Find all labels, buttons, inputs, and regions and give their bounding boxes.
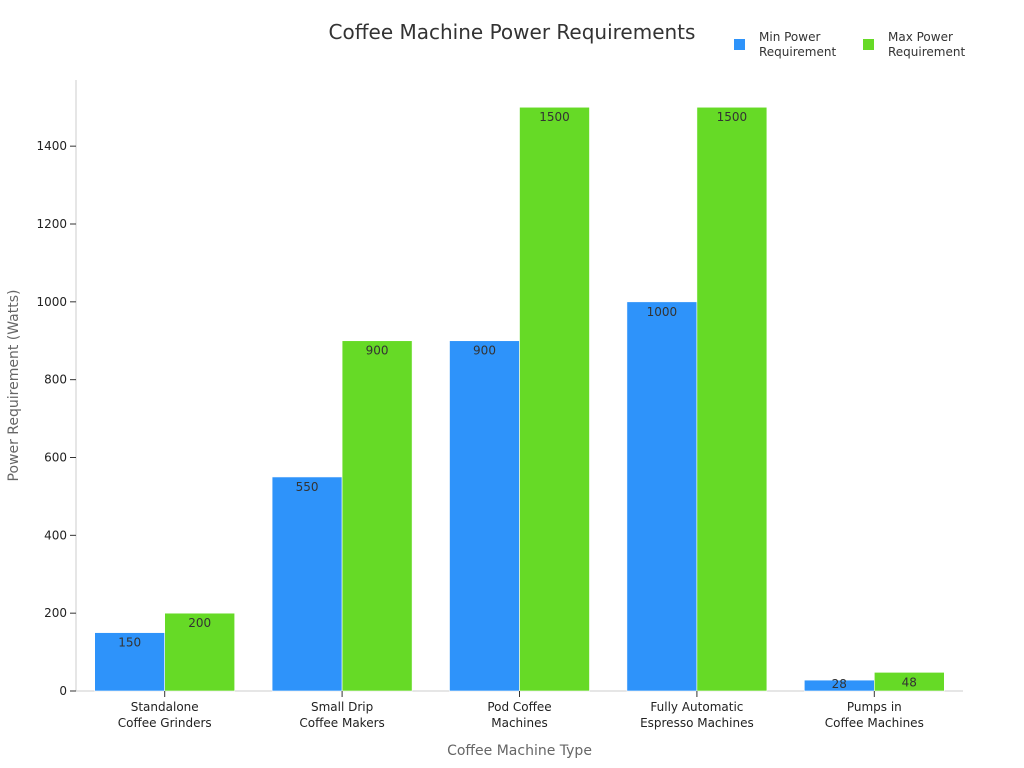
legend-swatch-min bbox=[734, 39, 745, 50]
legend-item-max[interactable]: Max Power Requirement bbox=[863, 30, 974, 60]
bar-max bbox=[696, 106, 768, 692]
bar-value-label: 28 bbox=[832, 677, 847, 691]
x-tick-label: Pumps in bbox=[847, 700, 902, 714]
bar-value-label: 150 bbox=[118, 636, 141, 650]
legend-label-min: Min Power Requirement bbox=[759, 30, 837, 59]
bar-value-label: 1500 bbox=[717, 110, 748, 124]
bar-max bbox=[164, 612, 235, 692]
bar-value-label: 1500 bbox=[539, 110, 570, 124]
y-tick-label: 0 bbox=[59, 684, 67, 698]
x-tick-label: Fully Automatic bbox=[650, 700, 743, 714]
y-tick-label: 1200 bbox=[36, 217, 67, 231]
bar-value-label: 900 bbox=[473, 344, 496, 358]
bar-value-label: 1000 bbox=[647, 305, 678, 319]
bar-min bbox=[271, 476, 343, 692]
bar-value-label: 900 bbox=[366, 344, 389, 358]
legend-label-max: Max Power Requirement bbox=[888, 30, 966, 59]
x-tick-label: Small Drip bbox=[311, 700, 373, 714]
y-axis-title: Power Requirement (Watts) bbox=[6, 290, 22, 482]
chart-title: Coffee Machine Power Requirements bbox=[328, 20, 696, 44]
x-tick-label: Coffee Grinders bbox=[118, 716, 212, 730]
bar-max bbox=[341, 340, 413, 692]
bar-value-label: 200 bbox=[188, 616, 211, 630]
y-tick-label: 400 bbox=[44, 528, 67, 542]
legend-swatch-max bbox=[863, 39, 874, 50]
y-tick-label: 200 bbox=[44, 606, 67, 620]
x-tick-label: Coffee Makers bbox=[299, 716, 384, 730]
x-tick-label: Pod Coffee bbox=[487, 700, 551, 714]
x-tick-label: Coffee Machines bbox=[825, 716, 924, 730]
bar-value-label: 48 bbox=[902, 675, 917, 689]
y-tick-label: 600 bbox=[44, 450, 67, 464]
x-tick-label: Standalone bbox=[131, 700, 199, 714]
bar-min bbox=[94, 632, 165, 692]
bar-value-label: 550 bbox=[296, 480, 319, 494]
bar-max bbox=[873, 672, 945, 692]
bar-max bbox=[519, 106, 590, 692]
y-tick-label: 1000 bbox=[36, 295, 67, 309]
legend: Min Power Requirement Max Power Requirem… bbox=[734, 30, 974, 60]
y-tick-label: 800 bbox=[44, 373, 67, 387]
bar-min bbox=[449, 340, 520, 692]
y-tick-label: 1400 bbox=[36, 139, 67, 153]
x-tick-label: Espresso Machines bbox=[640, 716, 754, 730]
x-axis-title: Coffee Machine Type bbox=[447, 743, 592, 759]
legend-item-min[interactable]: Min Power Requirement bbox=[734, 30, 845, 60]
bar-min bbox=[626, 301, 698, 692]
x-tick-label: Machines bbox=[491, 716, 547, 730]
